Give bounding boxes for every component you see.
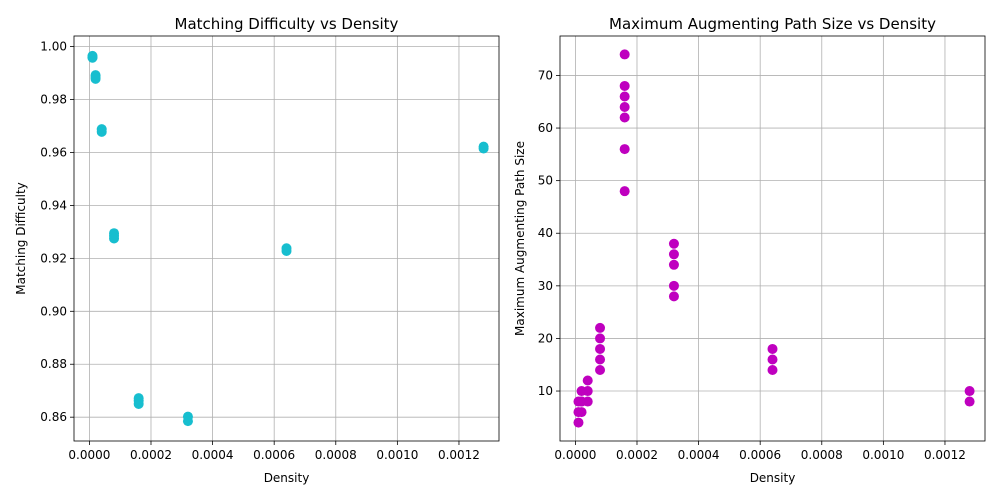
left-y-tick-label: 0.94 xyxy=(40,198,67,212)
right-data-point xyxy=(964,386,975,397)
right-y-tick-label: 50 xyxy=(538,174,553,188)
left-y-tick-label: 0.96 xyxy=(40,145,67,159)
left-x-tick-label: 0.0000 xyxy=(68,448,110,462)
left-scatter-plot: 0.0000 0.0002 0.0004 0.0006 0.0008 0.0010 0.00… xyxy=(14,15,500,485)
left-y-tick-label: 1.00 xyxy=(40,40,67,54)
right-data-point xyxy=(576,407,587,418)
right-y-tick-label: 30 xyxy=(538,279,553,293)
right-data-point xyxy=(595,322,606,333)
right-data-point xyxy=(582,375,593,386)
right-chart-title: Maximum Augmenting Path Size vs Density xyxy=(609,15,936,33)
right-y-tick-label: 10 xyxy=(538,384,553,398)
left-y-tick-label: 0.92 xyxy=(40,251,67,265)
left-data-point xyxy=(87,52,98,63)
left-x-tick-label: 0.0012 xyxy=(438,448,480,462)
left-data-point xyxy=(133,398,144,409)
right-data-point xyxy=(619,102,630,113)
right-y-tick-label: 60 xyxy=(538,121,553,135)
left-plot-frame xyxy=(73,35,500,442)
right-y-tick-label: 40 xyxy=(538,226,553,240)
left-x-tick-label: 0.0002 xyxy=(130,448,172,462)
right-y-tick-label: 70 xyxy=(538,68,553,82)
right-data-point xyxy=(668,238,679,249)
left-data-point xyxy=(478,143,489,154)
right-data-point xyxy=(595,343,606,354)
right-x-tick-label: 0.0006 xyxy=(739,448,781,462)
left-data-point xyxy=(90,73,101,84)
right-x-tick-label: 0.0002 xyxy=(616,448,658,462)
right-y-axis-label: Maximum Augmenting Path Size xyxy=(513,141,527,336)
right-data-point xyxy=(767,354,778,365)
left-y-tick-label: 0.98 xyxy=(40,93,67,107)
right-x-tick-label: 0.0000 xyxy=(554,448,596,462)
right-data-point xyxy=(619,91,630,102)
left-x-tick-label: 0.0004 xyxy=(192,448,234,462)
right-data-point xyxy=(573,417,584,428)
right-data-point xyxy=(595,364,606,375)
right-data-point xyxy=(619,144,630,155)
right-y-tick-label: 20 xyxy=(538,331,553,345)
left-data-point xyxy=(96,126,107,137)
right-data-point xyxy=(595,333,606,344)
right-x-axis-label: Density xyxy=(750,471,796,485)
left-x-tick-label: 0.0010 xyxy=(376,448,418,462)
right-data-point xyxy=(668,291,679,302)
left-y-tick-label: 0.86 xyxy=(40,410,67,424)
right-data-point xyxy=(582,386,593,397)
right-plot-frame xyxy=(559,35,986,442)
left-chart-title: Matching Difficulty vs Density xyxy=(175,15,399,33)
right-data-point xyxy=(668,249,679,260)
right-x-tick-label: 0.0012 xyxy=(924,448,966,462)
left-x-tick-label: 0.0006 xyxy=(253,448,295,462)
right-data-point xyxy=(595,354,606,365)
left-data-point xyxy=(182,416,193,427)
right-data-point xyxy=(582,396,593,407)
right-scatter-plot: 0.0000 0.0002 0.0004 0.0006 0.0008 0.0010 0.00… xyxy=(513,15,986,485)
right-data-point xyxy=(668,280,679,291)
left-y-tick-label: 0.88 xyxy=(40,357,67,371)
right-data-point xyxy=(619,80,630,91)
right-data-point xyxy=(619,49,630,60)
right-x-tick-label: 0.0004 xyxy=(678,448,720,462)
right-data-point xyxy=(964,396,975,407)
right-x-tick-label: 0.0010 xyxy=(862,448,904,462)
right-data-point xyxy=(767,364,778,375)
left-data-point xyxy=(109,233,120,244)
left-data-point xyxy=(281,245,292,256)
left-y-tick-label: 0.90 xyxy=(40,304,67,318)
left-x-axis-label: Density xyxy=(264,471,310,485)
left-x-tick-label: 0.0008 xyxy=(315,448,357,462)
right-data-point xyxy=(619,112,630,123)
left-y-axis-label: Matching Difficulty xyxy=(14,182,28,295)
right-x-tick-label: 0.0008 xyxy=(801,448,843,462)
right-data-point xyxy=(767,343,778,354)
right-data-point xyxy=(668,259,679,270)
right-data-point xyxy=(619,186,630,197)
